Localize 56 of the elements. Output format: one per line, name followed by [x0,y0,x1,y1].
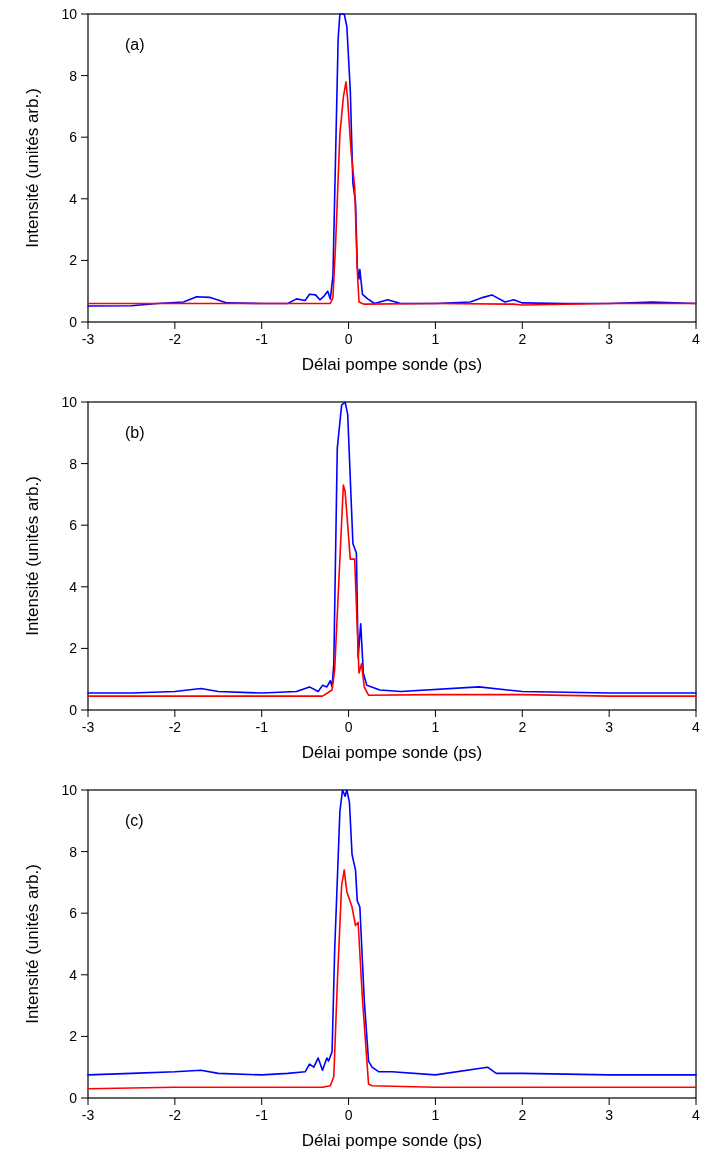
annotation: (a) [125,36,145,53]
y-tick-label: 10 [61,393,78,410]
x-tick-label: -1 [255,331,269,347]
x-tick-label: 2 [518,1107,527,1123]
line-series [87,869,697,1090]
y-tick-label: 4 [69,966,78,983]
x-tick-label: -1 [255,1107,269,1123]
x-tick-label: 1 [431,1107,440,1123]
line-series [87,789,697,1076]
y-tick-label: 2 [69,252,78,269]
y-tick-label: 4 [69,190,78,207]
x-tick-label: 2 [518,719,527,735]
x-tick-label: -3 [81,1107,95,1123]
y-tick-label: 6 [69,129,78,146]
x-tick-label: 3 [605,719,614,735]
x-tick-label: 1 [431,719,440,735]
x-tick-label: 0 [344,719,353,735]
y-tick-label: 10 [61,5,78,22]
x-tick-label: 3 [605,1107,614,1123]
x-tick-label: 0 [344,331,353,347]
x-axis-title: Délai pompe sonde (ps) [301,355,483,374]
x-axis-title: Délai pompe sonde (ps) [301,1131,483,1150]
y-tick-label: 0 [69,1089,78,1106]
y-tick-label: 8 [69,67,78,84]
y-tick-label: 6 [69,905,78,922]
y-axis-title: Intensité (unités arb.) [23,864,42,1024]
y-tick-label: 10 [61,781,78,798]
x-tick-label: -3 [81,331,95,347]
y-tick-label: 0 [69,701,78,718]
y-tick-label: 2 [69,640,78,657]
y-axis-title: Intensité (unités arb.) [23,88,42,248]
x-tick-label: -1 [255,719,269,735]
x-tick-label: 4 [692,719,701,735]
line-series [87,401,697,694]
y-tick-label: 8 [69,455,78,472]
x-axis-title: Délai pompe sonde (ps) [301,743,483,762]
y-tick-label: 2 [69,1028,78,1045]
y-tick-label: 8 [69,843,78,860]
x-tick-label: -3 [81,719,95,735]
y-tick-label: 0 [69,313,78,330]
x-tick-label: 4 [692,1107,701,1123]
x-tick-label: 4 [692,331,701,347]
annotation: (c) [125,812,144,829]
y-tick-label: 6 [69,517,78,534]
x-tick-label: 1 [431,331,440,347]
line-series [87,484,697,697]
x-tick-label: 3 [605,331,614,347]
line-series [87,80,697,306]
annotation: (b) [125,424,145,441]
x-tick-label: -2 [168,1107,182,1123]
x-tick-label: -2 [168,719,182,735]
y-axis-title: Intensité (unités arb.) [23,476,42,636]
x-tick-label: -2 [168,331,182,347]
x-tick-label: 2 [518,331,527,347]
y-tick-label: 4 [69,578,78,595]
x-tick-label: 0 [344,1107,353,1123]
